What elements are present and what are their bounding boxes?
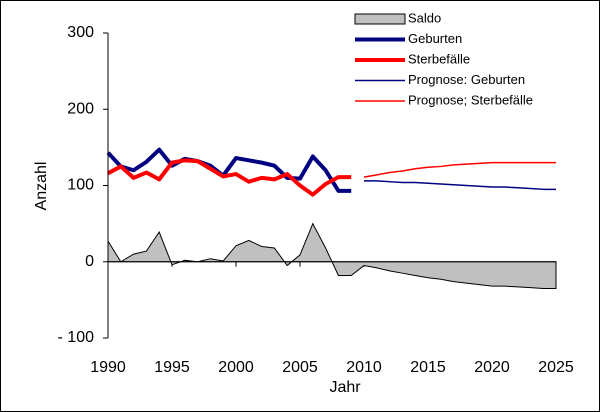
y-tick-label: 200 [67,100,94,117]
legend-label: Sterbefälle [408,51,470,66]
legend-label: Prognose: Geburten [408,72,525,87]
legend-label: Geburten [408,31,462,46]
x-tick-label: 1995 [154,359,190,376]
line [364,180,556,191]
x-tick-label: 2000 [218,359,254,376]
x-axis-label: Jahr [329,379,361,396]
x-tick-label: 1990 [90,359,126,376]
x-tick-label: 2020 [474,359,510,376]
area [107,222,557,289]
line [363,161,556,178]
x-tick-label: 2005 [282,359,318,376]
y-tick-label: 300 [67,24,94,41]
legend-swatch [354,13,406,25]
line [106,147,352,193]
legend-label: Saldo [408,10,441,25]
x-tick-label: 2025 [538,359,574,376]
y-tick-label: - 100 [58,329,95,346]
line [107,158,352,197]
legend-label: Prognose; Sterbefälle [408,92,533,107]
y-tick-label: 100 [67,177,94,194]
x-tick-label: 2010 [346,359,382,376]
x-tick-label: 2015 [410,359,446,376]
y-tick-label: 0 [85,253,94,270]
y-axis-label: Anzahl [33,162,50,211]
